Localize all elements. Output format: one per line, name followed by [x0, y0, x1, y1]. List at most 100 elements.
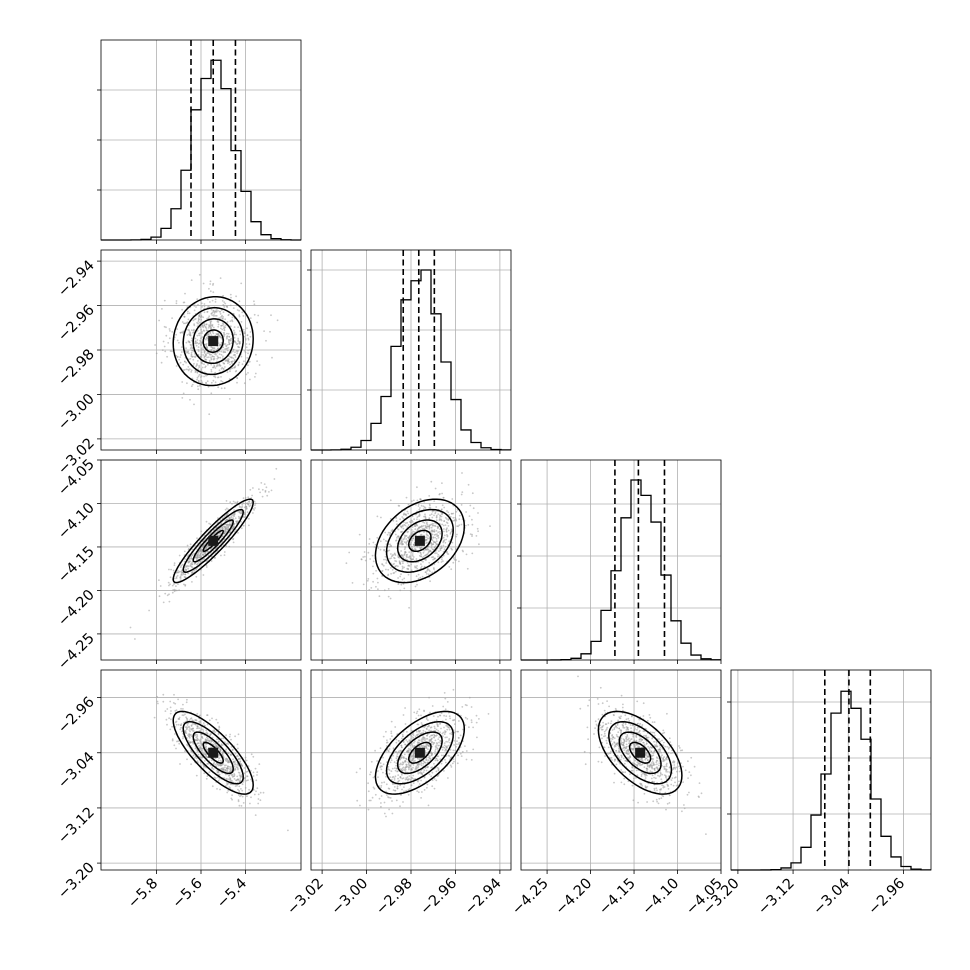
sample-point [246, 327, 248, 330]
sample-point [442, 536, 445, 539]
density-contour [182, 307, 244, 376]
sample-point [398, 765, 401, 768]
sample-point [227, 508, 230, 511]
sample-point [412, 757, 415, 760]
sample-point [428, 729, 430, 732]
sample-point [206, 714, 209, 716]
sample-point [206, 732, 209, 735]
sample-point [455, 510, 458, 513]
sample-point [224, 769, 227, 772]
sample-point [233, 763, 236, 766]
sample-point [188, 368, 191, 371]
sample-point [196, 339, 199, 341]
x-tick-label: −2.96 [866, 876, 909, 919]
sample-point [243, 330, 245, 333]
sample-point [248, 343, 251, 346]
sample-points [129, 467, 278, 640]
sample-point [232, 350, 234, 353]
sample-point [154, 344, 157, 346]
sample-point [189, 543, 192, 546]
density-contour [408, 529, 432, 553]
sample-point [230, 797, 233, 800]
sample-point [623, 726, 626, 729]
sample-point [377, 581, 379, 584]
sample-point [433, 787, 436, 790]
sample-point [219, 788, 221, 791]
sample-point [417, 757, 419, 760]
sample-point [244, 351, 247, 354]
sample-point [181, 730, 183, 733]
sample-point [211, 325, 213, 327]
sample-point [358, 533, 361, 536]
sample-point [443, 726, 445, 729]
sample-point [191, 566, 194, 569]
sample-point [402, 740, 405, 743]
sample-point [436, 759, 439, 762]
x-tick-label: −2.96 [418, 876, 461, 919]
sample-point [401, 541, 403, 544]
sample-point [200, 315, 203, 318]
sample-point [377, 547, 380, 550]
sample-point [422, 729, 425, 732]
sample-point [199, 761, 202, 764]
sample-point [455, 548, 457, 550]
sample-point [217, 323, 220, 326]
sample-point [430, 544, 433, 547]
sample-point [253, 300, 255, 303]
sample-point [190, 735, 193, 738]
sample-point [414, 528, 417, 531]
sample-point [406, 553, 408, 556]
sample-point [209, 323, 212, 326]
sample-point [221, 527, 224, 529]
sample-point [378, 595, 381, 598]
sample-point [410, 784, 413, 786]
sample-point [197, 320, 200, 323]
sample-point [228, 517, 231, 520]
sample-point [203, 303, 206, 305]
sample-point [250, 501, 253, 504]
sample-point [379, 747, 382, 750]
sample-point [194, 356, 197, 359]
sample-point [418, 508, 421, 511]
density-panel [100, 249, 302, 451]
sample-point [252, 487, 254, 489]
sample-point [195, 306, 197, 308]
sample-point [623, 777, 626, 780]
sample-point [412, 537, 415, 540]
sample-point [367, 551, 370, 554]
sample-point [205, 520, 208, 523]
sample-point [247, 338, 250, 341]
sample-point [372, 572, 375, 575]
sample-point [203, 322, 206, 325]
sample-point [227, 332, 230, 335]
sample-point [226, 337, 228, 340]
sample-point [223, 529, 226, 532]
sample-point [626, 734, 629, 736]
sample-point [439, 739, 442, 742]
sample-point [228, 343, 231, 345]
sample-point [228, 335, 231, 338]
sample-point [244, 337, 247, 340]
sample-point [385, 730, 387, 733]
sample-point [219, 317, 222, 319]
sample-point [198, 373, 201, 376]
sample-point [201, 330, 203, 333]
density-contour [396, 731, 443, 775]
sample-point [185, 368, 188, 371]
sample-point [374, 793, 377, 796]
sample-point [439, 758, 442, 761]
sample-point [400, 554, 403, 557]
sample-point [212, 768, 215, 771]
sample-point [401, 735, 404, 738]
sample-point [652, 800, 655, 803]
sample-point [168, 337, 171, 340]
sample-point [453, 718, 456, 721]
sample-point [405, 514, 407, 517]
sample-point [207, 763, 210, 765]
sample-point [395, 799, 398, 802]
sample-point [423, 769, 426, 772]
sample-point [202, 282, 205, 285]
sample-point [402, 801, 404, 803]
sample-point [397, 750, 400, 753]
sample-point [235, 350, 238, 352]
